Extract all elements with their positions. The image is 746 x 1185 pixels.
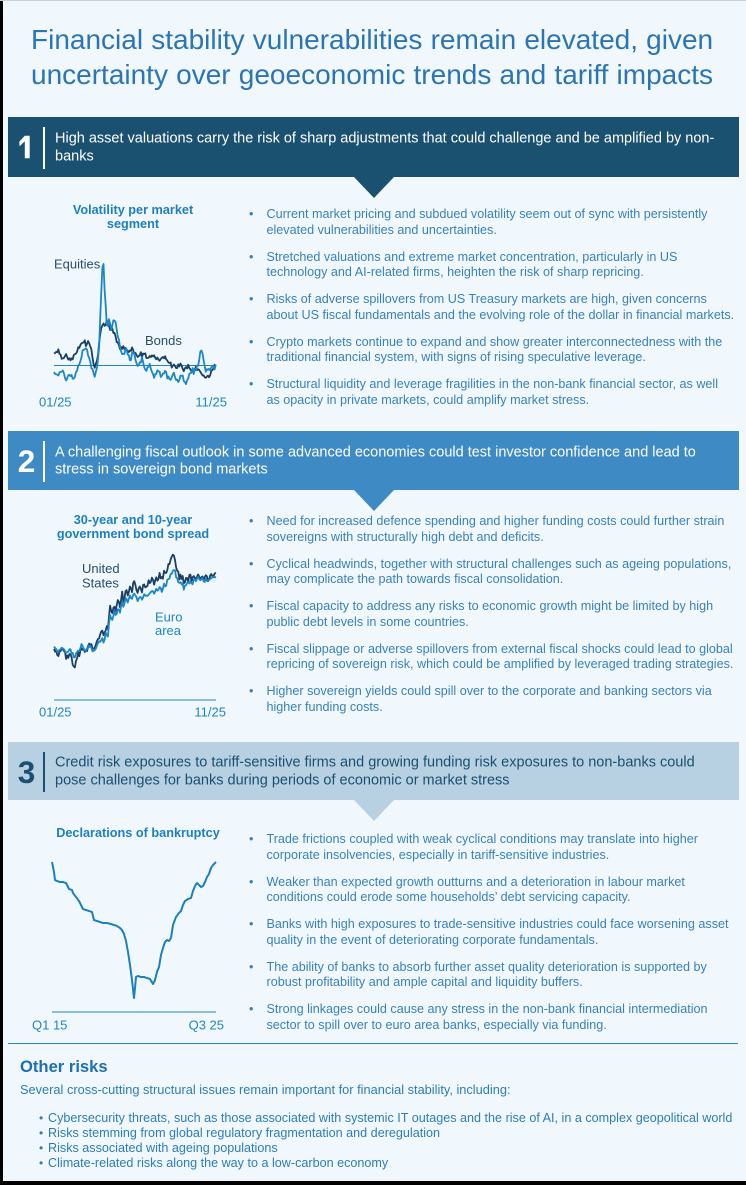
svg-text:United: United	[82, 561, 120, 576]
svg-text:11/25: 11/25	[194, 705, 226, 720]
svg-text:area: area	[155, 623, 182, 638]
svg-text:01/25: 01/25	[39, 394, 72, 409]
svg-text:01/25: 01/25	[39, 705, 72, 720]
svg-text:11/25: 11/25	[195, 394, 227, 409]
svg-text:Q1 15: Q1 15	[32, 1018, 67, 1033]
svg-text:Equities: Equities	[54, 257, 101, 272]
svg-text:Euro: Euro	[155, 610, 182, 625]
svg-text:States: States	[82, 576, 119, 591]
svg-text:Q3 25: Q3 25	[189, 1018, 224, 1033]
svg-text:Bonds: Bonds	[145, 333, 182, 348]
